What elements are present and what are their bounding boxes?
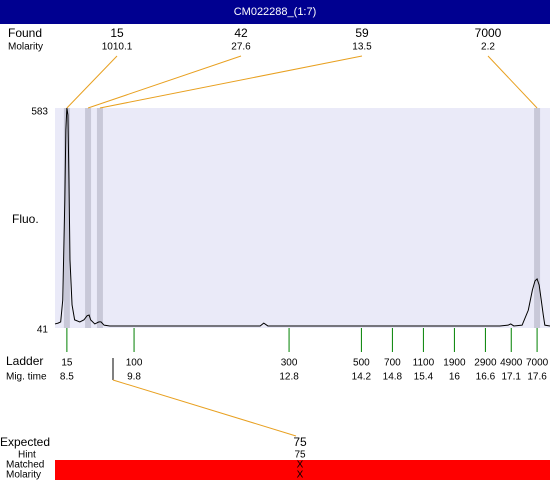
ladder-size: 700: [384, 358, 401, 369]
ladder-time: 12.8: [279, 372, 299, 383]
hint-label: Hint: [18, 450, 36, 461]
ladder-size: 500: [353, 358, 370, 369]
found-molarity: 27.6: [231, 42, 251, 53]
title-bar: [0, 0, 550, 24]
found-connector: [87, 55, 242, 109]
found-molarity: 13.5: [352, 42, 372, 53]
ladder-time: 14.2: [352, 372, 372, 383]
ladder-time: 8.5: [60, 372, 74, 383]
matched-label: Matched: [6, 460, 44, 471]
ladder-size: 15: [61, 358, 73, 369]
molarity-row-value: X: [297, 470, 304, 480]
found-connector: [99, 55, 363, 109]
ladder-time: 17.6: [527, 372, 547, 383]
hint-value: 75: [294, 450, 306, 461]
molarity-label: Molarity: [8, 42, 43, 53]
ladder-size: 300: [281, 358, 298, 369]
ladder-label: Ladder: [6, 354, 43, 368]
matched-value: X: [297, 460, 304, 471]
peak-band: [85, 108, 92, 328]
peak-band: [96, 108, 103, 328]
molarity-row-label: Molarity: [6, 470, 41, 480]
ladder-time: 9.8: [127, 372, 141, 383]
found-size: 15: [110, 26, 124, 40]
ladder-size: 100: [126, 358, 143, 369]
ladder-time: 16: [449, 372, 461, 383]
found-size: 59: [355, 26, 369, 40]
mig-time-label: Mig. time: [6, 372, 47, 383]
ladder-time: 14.8: [383, 372, 403, 383]
found-molarity: 2.2: [481, 42, 495, 53]
found-molarity: 1010.1: [102, 42, 133, 53]
ladder-size: 1100: [413, 358, 435, 369]
hint-connector: [112, 379, 297, 437]
y-tick-label: 583: [31, 107, 48, 118]
expected-value: 75: [293, 435, 307, 449]
peak-band: [534, 108, 541, 328]
ladder-time: 15.4: [414, 372, 434, 383]
ladder-time: 17.1: [502, 372, 522, 383]
found-label: Found: [8, 26, 42, 40]
found-size: 7000: [475, 26, 502, 40]
peak-band: [63, 108, 70, 328]
found-size: 42: [234, 26, 248, 40]
ladder-size: 2900: [474, 358, 497, 369]
y-tick-label: 41: [37, 325, 49, 336]
matched-bar: [55, 460, 550, 480]
found-connector: [487, 55, 538, 109]
plot-area: [55, 108, 550, 328]
ladder-size: 4900: [500, 358, 523, 369]
found-connector: [66, 55, 118, 109]
window-title: CM022288_(1:7): [234, 6, 317, 18]
ladder-time: 16.6: [476, 372, 496, 383]
y-axis-label: Fluo.: [12, 212, 39, 226]
ladder-size: 7000: [526, 358, 549, 369]
expected-label: Expected: [0, 435, 50, 449]
ladder-size: 1900: [443, 358, 466, 369]
trace: [54, 107, 550, 327]
